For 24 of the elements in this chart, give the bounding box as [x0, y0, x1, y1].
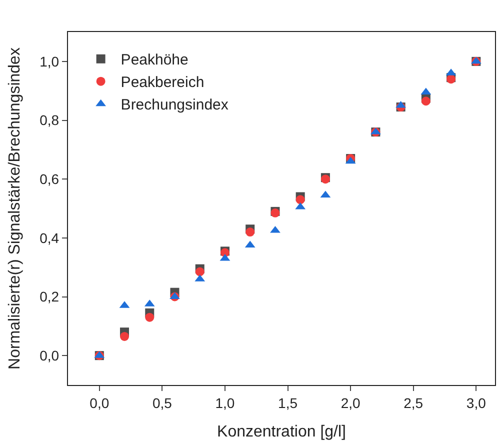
x-tick-label: 1,0 [215, 394, 235, 411]
y-axis-title: Normalisierte(r) Signalstärke/Brechungsindex [6, 48, 24, 370]
y-tick-label: 0,2 [40, 288, 60, 305]
y-tick-label: 1,0 [40, 53, 60, 70]
x-tick-label: 1,5 [278, 394, 298, 411]
y-tick-label: 0,6 [40, 170, 60, 187]
point [421, 96, 430, 106]
legend-label: Peakbereich [120, 74, 204, 92]
point [120, 332, 130, 341]
point [246, 228, 255, 237]
x-tick-label: 3,0 [466, 394, 486, 411]
point [145, 312, 154, 322]
y-tick-label: 0,0 [40, 347, 60, 364]
point [195, 267, 204, 276]
legend-label: Brechungsindex [120, 96, 229, 114]
point [296, 195, 305, 204]
x-tick-label: 2,0 [340, 394, 361, 411]
legend-label: Peakhöhe [120, 52, 188, 69]
x-axis-title: Konzentration [g/l] [217, 424, 346, 441]
y-tick-label: 0,4 [40, 230, 60, 246]
x-tick-label: 0,5 [152, 394, 172, 411]
x-tick-label: 2,5 [404, 394, 424, 411]
x-tick-label: 0,0 [90, 394, 110, 411]
y-tick-label: 0,8 [40, 112, 60, 128]
